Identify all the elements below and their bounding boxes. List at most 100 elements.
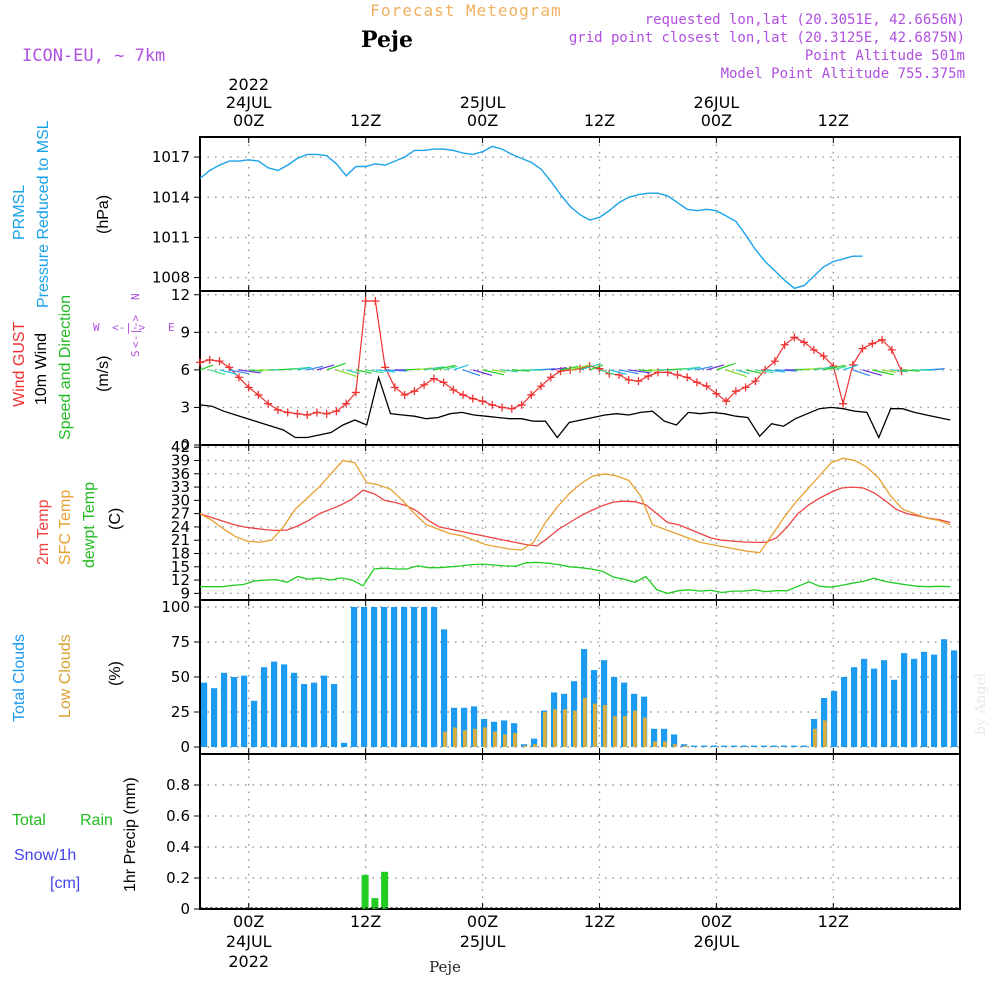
- gust-line: [199, 300, 903, 416]
- time-label-bottom: 12Z: [818, 912, 849, 931]
- y-tick-label: 18: [171, 545, 190, 563]
- y-tick-label: 100: [161, 598, 190, 616]
- compass-arrow-v: <-|->: [129, 315, 142, 348]
- low-cloud-bar: [613, 716, 617, 747]
- gust-marker: [624, 375, 633, 384]
- total-cloud-bar: [361, 607, 368, 747]
- precip-frame: [199, 753, 961, 910]
- gust-marker: [683, 373, 692, 382]
- time-label-bottom: 12Z: [350, 912, 381, 931]
- gust-marker: [478, 397, 487, 406]
- low-cloud-bar: [453, 727, 457, 747]
- total-cloud-bar: [471, 706, 478, 747]
- dewpt-line: [200, 561, 951, 595]
- total-cloud-bar: [901, 653, 908, 747]
- gust-marker: [790, 333, 799, 342]
- wind-arrow: [589, 364, 604, 371]
- gust-marker: [293, 409, 302, 418]
- wind-arrow: [599, 369, 615, 376]
- t2m-line: [199, 486, 951, 547]
- wind-arrow: [297, 366, 312, 371]
- gust-marker: [692, 378, 701, 387]
- wind-arrow: [823, 364, 846, 371]
- low-cloud-bar: [623, 716, 627, 747]
- y-tick-label: 42: [171, 438, 190, 456]
- wind-arrow: [862, 369, 882, 376]
- pressure-line: [199, 145, 863, 290]
- wind-arrow: [628, 369, 651, 374]
- wind-arrow: [316, 364, 335, 371]
- total-cloud-bar: [751, 745, 758, 747]
- gust-marker: [410, 387, 419, 396]
- total-cloud-bar: [391, 607, 398, 747]
- low-cloud-bar: [443, 731, 447, 747]
- wind-arrow: [706, 364, 725, 371]
- gust-marker: [800, 338, 809, 347]
- wind-arrow: [618, 369, 639, 375]
- wind-arrow: [365, 369, 384, 374]
- wind-arrow: [813, 366, 834, 371]
- gust-marker: [312, 408, 321, 417]
- wind-arrow: [443, 365, 458, 371]
- plot-layer: 1008101110141017036912912151821242730333…: [152, 75, 961, 971]
- gust-marker: [878, 335, 887, 344]
- total-cloud-bar: [741, 745, 748, 747]
- gust-marker: [215, 357, 224, 366]
- location-title: Peje: [361, 27, 413, 53]
- pressure-label-long: Pressure Reduced to MSL: [35, 120, 52, 308]
- gust-marker: [566, 365, 575, 374]
- total-cloud-bar: [621, 682, 628, 747]
- cloud-unit: (%): [107, 661, 124, 686]
- low-cloud-bar: [823, 720, 827, 747]
- y-tick-label: 27: [171, 505, 190, 523]
- gust-marker: [751, 377, 760, 386]
- total-cloud-bar: [891, 679, 898, 747]
- total-cloud-bar: [921, 651, 928, 747]
- time-label-top: 00Z: [467, 111, 498, 130]
- total-cloud-bar: [731, 745, 738, 747]
- dewpt-label: dewpt Temp: [81, 482, 98, 568]
- gust-marker: [780, 340, 789, 349]
- y-tick-label: 6: [180, 361, 190, 379]
- time-label-top: 12Z: [350, 111, 381, 130]
- gust-marker: [887, 345, 896, 354]
- low-cloud-bar: [573, 710, 577, 747]
- y-tick-label: 12: [171, 571, 190, 589]
- gridpoint-coords: grid point closest lon,lat (20.3125E, 42…: [569, 30, 965, 46]
- wind-arrow: [492, 369, 507, 373]
- total-cloud-bar: [841, 677, 848, 747]
- low-cloud-bar: [563, 709, 567, 747]
- y-tick-label: 75: [171, 633, 190, 651]
- wind-arrow: [638, 369, 653, 372]
- credit-watermark: by Angel: [973, 672, 989, 735]
- total-cloud-bar: [351, 607, 358, 747]
- total-cloud-bar: [831, 691, 838, 747]
- low-cloud-bar: [673, 744, 677, 747]
- y-tick-label: 12: [171, 286, 190, 304]
- time-label-top: 2022: [228, 75, 269, 94]
- gust-marker: [371, 297, 380, 306]
- total-cloud-bar: [871, 668, 878, 747]
- gust-marker: [839, 399, 848, 408]
- gust-marker: [205, 355, 214, 364]
- y-tick-label: 0.2: [166, 869, 190, 887]
- wind-arrow: [511, 369, 530, 372]
- gust-marker: [507, 404, 516, 413]
- y-tick-label: 1014: [152, 188, 190, 206]
- total-cloud-bar: [881, 660, 888, 747]
- gust-marker: [420, 380, 429, 389]
- time-label-bottom: 24JUL: [226, 932, 272, 951]
- y-tick-label: 25: [171, 703, 190, 721]
- gust-marker: [673, 370, 682, 379]
- total-cloud-bar: [801, 745, 808, 747]
- wind-arrow: [891, 369, 908, 373]
- compass-w: W: [93, 321, 100, 334]
- snow-unit-label: [cm]: [50, 875, 80, 892]
- low-cloud-bar: [633, 710, 637, 747]
- wind-arrow: [550, 367, 567, 371]
- wind-arrow: [501, 369, 519, 373]
- total-cloud-bar: [341, 742, 348, 747]
- y-tick-label: 39: [171, 452, 190, 470]
- precip-labels: Total Rain Snow/1h [cm] 1hr Precip (mm): [12, 777, 139, 892]
- wind-arrow: [725, 369, 748, 378]
